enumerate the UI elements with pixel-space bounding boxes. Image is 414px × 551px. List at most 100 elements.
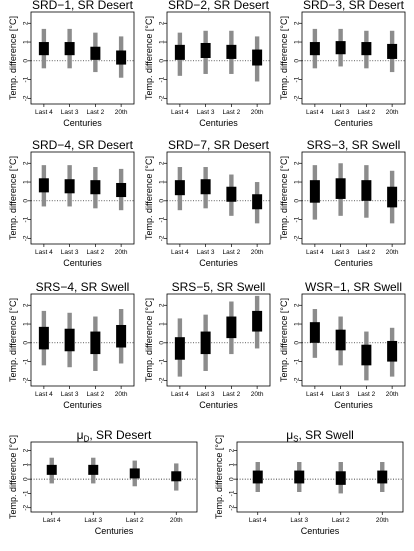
y-axis-label: Temp. difference [°C] bbox=[279, 156, 289, 240]
x-tick-label: Last 2 bbox=[223, 249, 241, 256]
y-tick-label: -1 bbox=[159, 358, 166, 364]
y-tick-label: -2 bbox=[23, 377, 30, 383]
y-tick-label: -1 bbox=[23, 490, 30, 496]
y-tick-label: 1 bbox=[159, 180, 166, 184]
x-axis-label: Centuries bbox=[334, 258, 373, 268]
box-last-2 bbox=[90, 331, 101, 355]
y-tick-label: 0 bbox=[159, 341, 166, 345]
box-20th bbox=[171, 471, 182, 482]
y-tick-label: 0 bbox=[294, 341, 301, 345]
x-axis-label: Centuries bbox=[95, 526, 134, 536]
chart-panel-10: -2 -1 0 1 2 Last 4 Last 3 Last 2 20th μD, SR Dese… bbox=[8, 428, 198, 536]
panel-title-subscript: S bbox=[293, 435, 298, 444]
x-tick-label: Last 4 bbox=[35, 391, 53, 398]
plot-frame bbox=[30, 293, 135, 387]
y-tick-label: -2 bbox=[294, 95, 301, 101]
x-axis-label: Centuries bbox=[63, 118, 102, 128]
y-tick-label: -2 bbox=[23, 95, 30, 101]
y-tick-label: 2 bbox=[294, 161, 301, 165]
panel-title-rest: , SR Desert bbox=[89, 428, 152, 442]
plot-frame bbox=[166, 293, 271, 387]
x-tick-label: 20th bbox=[376, 517, 389, 524]
y-tick-label: -1 bbox=[159, 76, 166, 82]
x-tick-label: Last 2 bbox=[223, 109, 241, 116]
y-tick-label: -2 bbox=[159, 377, 166, 383]
box-20th bbox=[252, 194, 263, 210]
chart-panel-9: -2 -1 0 1 2 Last 4 Last 3 Last 2 20th WSR−1, SR S… bbox=[279, 280, 406, 410]
panel-title: μD, SR Desert bbox=[77, 428, 152, 444]
x-tick-label: Last 2 bbox=[332, 517, 350, 524]
y-tick-label: 2 bbox=[23, 448, 30, 452]
x-tick-label: 20th bbox=[251, 109, 264, 116]
panel-title: SRD−3, SR Desert bbox=[303, 0, 405, 12]
x-tick-label: Last 2 bbox=[87, 249, 105, 256]
y-axis-label: Temp. difference [°C] bbox=[279, 16, 289, 100]
panel-title: SRD−1, SR Desert bbox=[32, 0, 134, 12]
chart-panel-11: -2 -1 0 1 2 Last 4 Last 3 Last 2 20th μS, SR Swel… bbox=[214, 428, 404, 536]
plot-frame bbox=[301, 11, 406, 105]
y-axis-label: Temp. difference [°C] bbox=[144, 156, 154, 240]
x-tick-label: Last 2 bbox=[87, 109, 105, 116]
chart-panel-5: -2 -1 0 1 2 Last 4 Last 3 Last 2 20th SRD−7, SR D… bbox=[144, 138, 271, 268]
box-last-2 bbox=[90, 180, 101, 195]
x-tick-label: Last 3 bbox=[332, 109, 350, 116]
box-last-4 bbox=[309, 42, 320, 56]
x-tick-label: 20th bbox=[115, 391, 128, 398]
box-last-3 bbox=[64, 179, 75, 194]
x-tick-label: Last 3 bbox=[61, 391, 79, 398]
box-last-4 bbox=[309, 322, 320, 343]
y-tick-label: -2 bbox=[229, 504, 236, 510]
y-tick-label: 0 bbox=[294, 59, 301, 63]
y-axis-label: Temp. difference [°C] bbox=[8, 156, 18, 240]
x-tick-label: Last 3 bbox=[84, 517, 102, 524]
panel-title-rest: , SR Swell bbox=[298, 428, 353, 442]
box-last-3 bbox=[335, 329, 346, 351]
box-20th bbox=[116, 324, 127, 348]
x-tick-label: Last 4 bbox=[306, 391, 324, 398]
x-tick-label: Last 2 bbox=[87, 391, 105, 398]
x-axis-label: Centuries bbox=[63, 258, 102, 268]
x-axis-label: Centuries bbox=[63, 400, 102, 410]
panel-title-symbol: μ bbox=[286, 428, 293, 442]
box-last-4 bbox=[38, 42, 49, 56]
plot-frame bbox=[236, 441, 404, 513]
box-last-3 bbox=[335, 41, 346, 55]
y-tick-label: 0 bbox=[23, 341, 30, 345]
y-tick-label: -1 bbox=[23, 358, 30, 364]
y-tick-label: -2 bbox=[23, 504, 30, 510]
y-axis-label: Temp. difference [°C] bbox=[214, 435, 224, 519]
y-tick-label: 0 bbox=[23, 59, 30, 63]
x-tick-label: Last 4 bbox=[306, 109, 324, 116]
y-tick-label: 1 bbox=[294, 322, 301, 326]
y-tick-label: -1 bbox=[23, 76, 30, 82]
y-tick-label: 0 bbox=[23, 477, 30, 481]
y-tick-label: -1 bbox=[23, 216, 30, 222]
y-tick-label: 1 bbox=[23, 463, 30, 467]
x-tick-label: 20th bbox=[386, 249, 399, 256]
panel-title: SRS−5, SR Swell bbox=[172, 280, 266, 294]
y-tick-label: -2 bbox=[294, 235, 301, 241]
plot-frame bbox=[301, 293, 406, 387]
x-tick-label: Last 4 bbox=[306, 249, 324, 256]
plot-frame bbox=[166, 11, 271, 105]
x-tick-label: Last 3 bbox=[332, 391, 350, 398]
x-axis-label: Centuries bbox=[334, 118, 373, 128]
box-20th bbox=[116, 50, 127, 65]
box-20th bbox=[252, 49, 263, 66]
box-last-2 bbox=[361, 344, 372, 366]
plot-frame bbox=[30, 441, 198, 513]
y-tick-label: 0 bbox=[159, 59, 166, 63]
x-tick-label: Last 4 bbox=[43, 517, 61, 524]
y-tick-label: -1 bbox=[294, 216, 301, 222]
box-20th bbox=[377, 470, 388, 484]
panel-title: SRS−4, SR Swell bbox=[36, 280, 130, 294]
y-tick-label: 0 bbox=[23, 199, 30, 203]
x-tick-label: Last 4 bbox=[35, 109, 53, 116]
panel-title: μS, SR Swell bbox=[286, 428, 354, 444]
y-axis-label: Temp. difference [°C] bbox=[8, 16, 18, 100]
chart-panel-3: -2 -1 0 1 2 Last 4 Last 3 Last 2 20th SRD−3, SR D… bbox=[279, 0, 406, 128]
x-tick-label: 20th bbox=[251, 391, 264, 398]
box-last-2 bbox=[361, 180, 372, 201]
x-tick-label: Last 3 bbox=[197, 249, 215, 256]
x-axis-label: Centuries bbox=[199, 400, 238, 410]
